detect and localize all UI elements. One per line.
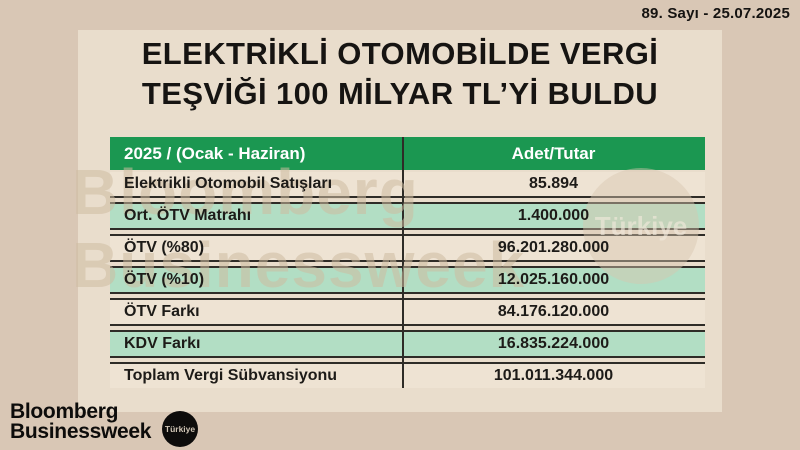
bloomberg-businessweek-logo: Bloomberg Businessweek: [10, 400, 152, 443]
row-value: 85.894: [529, 175, 578, 192]
table-row: ÖTV (%80) 96.201.280.000: [110, 234, 705, 262]
row-label: Elektrikli Otomobil Satışları: [124, 175, 333, 192]
row-label: ÖTV (%80): [124, 239, 205, 256]
row-label: ÖTV (%10): [124, 271, 205, 288]
table-header-row: 2025 / (Ocak - Haziran) Adet/Tutar: [110, 137, 705, 170]
table-row: ÖTV Farkı 84.176.120.000: [110, 298, 705, 326]
row-value: 16.835.224.000: [497, 335, 610, 352]
page-title: ELEKTRİKLİ OTOMOBİLDE VERGİ TEŞVİĞİ 100 …: [78, 34, 722, 114]
table-row: Ort. ÖTV Matrahı 1.400.000: [110, 202, 705, 230]
header-amount-label: Adet/Tutar: [511, 143, 596, 163]
table-row: Elektrikli Otomobil Satışları 85.894: [110, 172, 705, 198]
table-row: KDV Farkı 16.835.224.000: [110, 330, 705, 358]
row-label: ÖTV Farkı: [124, 303, 200, 320]
page-title-line1: ELEKTRİKLİ OTOMOBİLDE VERGİ: [141, 36, 659, 71]
tax-incentive-table: 2025 / (Ocak - Haziran) Adet/Tutar Elekt…: [110, 137, 705, 388]
row-label: Ort. ÖTV Matrahı: [124, 207, 252, 224]
row-label: Toplam Vergi Sübvansiyonu: [124, 367, 338, 384]
row-value: 96.201.280.000: [497, 239, 610, 256]
turkiye-badge-label: Türkiye: [164, 424, 196, 434]
turkiye-badge: Türkiye: [162, 411, 198, 447]
column-divider-line: [402, 137, 404, 388]
table-row: ÖTV (%10) 12.025.160.000: [110, 266, 705, 294]
header-cell-period: 2025 / (Ocak - Haziran): [110, 137, 402, 170]
header-cell-amount: Adet/Tutar: [402, 137, 705, 170]
header-period-label: 2025 / (Ocak - Haziran): [124, 143, 306, 163]
row-value: 12.025.160.000: [497, 271, 610, 288]
table-body: Elektrikli Otomobil Satışları 85.894 Ort…: [110, 172, 705, 388]
page-title-line2: TEŞVİĞİ 100 MİLYAR TL’Yİ BULDU: [141, 76, 659, 111]
logo-line2: Businessweek: [10, 420, 152, 443]
issue-date: 89. Sayı - 25.07.2025: [641, 5, 790, 22]
row-value: 1.400.000: [517, 207, 590, 224]
row-value: 84.176.120.000: [497, 303, 610, 320]
row-label: KDV Farkı: [124, 335, 201, 352]
row-value: 101.011.344.000: [493, 367, 614, 384]
logo-line1: Bloomberg: [10, 400, 119, 423]
table-row: Toplam Vergi Sübvansiyonu 101.011.344.00…: [110, 362, 705, 388]
